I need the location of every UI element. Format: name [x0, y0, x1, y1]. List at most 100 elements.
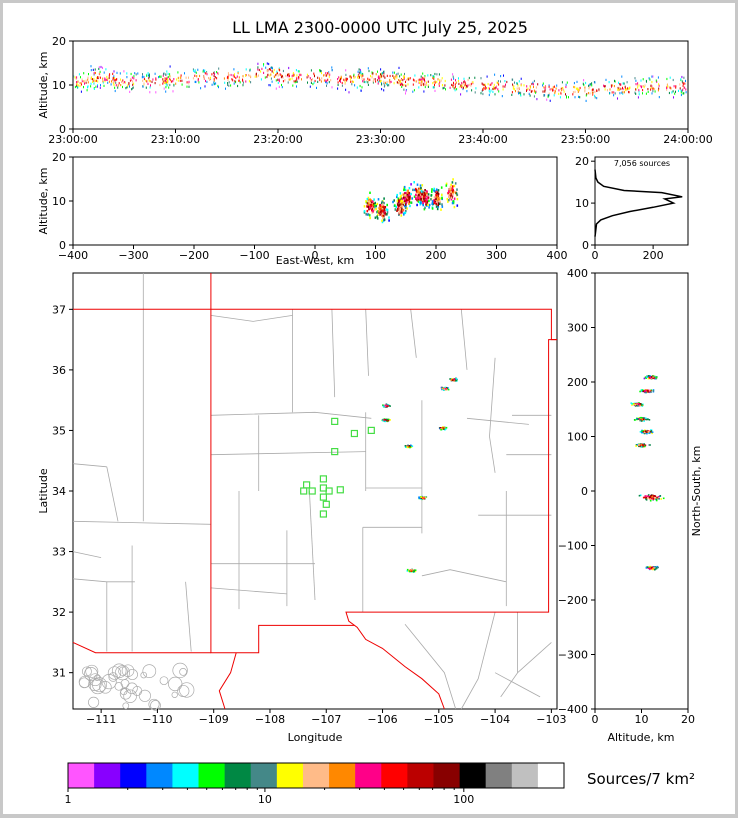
- source-mark: [439, 200, 441, 203]
- source-mark: [647, 567, 650, 569]
- source-mark: [584, 86, 586, 89]
- source-mark: [642, 418, 645, 420]
- source-mark: [543, 94, 545, 97]
- latitude-tick-label: 37: [52, 303, 66, 316]
- source-mark: [447, 200, 449, 203]
- source-mark: [530, 90, 532, 93]
- source-mark: [494, 73, 496, 76]
- source-mark: [124, 81, 126, 84]
- source-mark: [122, 81, 124, 84]
- source-mark: [382, 209, 384, 213]
- source-mark: [213, 72, 215, 75]
- source-mark: [645, 79, 647, 83]
- municipio-outline: [118, 666, 128, 677]
- altitude-tick-label: 10: [575, 197, 589, 210]
- east-west-tick-label: 200: [426, 249, 447, 262]
- source-mark: [90, 65, 92, 68]
- source-mark: [482, 83, 484, 86]
- source-mark: [421, 82, 423, 85]
- source-mark: [165, 73, 167, 76]
- source-mark: [353, 76, 355, 79]
- source-mark: [422, 201, 424, 205]
- source-mark: [170, 78, 171, 82]
- source-mark: [331, 66, 333, 69]
- source-mark: [439, 81, 441, 84]
- source-mark: [218, 67, 220, 70]
- source-mark: [497, 88, 499, 91]
- source-mark: [409, 446, 411, 449]
- source-mark: [102, 77, 104, 80]
- source-mark: [649, 376, 652, 379]
- source-mark: [460, 93, 462, 96]
- source-mark: [148, 79, 150, 82]
- source-mark: [93, 78, 95, 81]
- source-mark: [424, 189, 426, 192]
- source-mark: [340, 80, 341, 83]
- east-west-tick-label: 0: [312, 249, 319, 262]
- source-mark: [497, 82, 499, 85]
- source-mark: [159, 75, 161, 78]
- source-mark: [372, 80, 374, 83]
- source-mark: [380, 79, 382, 82]
- source-mark: [404, 206, 407, 210]
- source-mark: [377, 210, 380, 213]
- source-mark: [650, 376, 653, 378]
- municipio-outline: [108, 672, 118, 682]
- source-mark: [409, 570, 411, 573]
- source-mark: [403, 196, 405, 199]
- source-mark: [453, 77, 455, 80]
- colorbar-tick-label: 10: [258, 793, 272, 806]
- source-mark: [406, 191, 409, 194]
- source-mark: [328, 75, 330, 78]
- source-mark: [489, 91, 491, 94]
- colorbar-label: Sources/7 km²: [587, 770, 695, 788]
- altitude-tick-label: 10: [635, 713, 649, 726]
- source-mark: [306, 76, 308, 79]
- figure-frame: LL LMA 2300-0000 UTC July 25, 2025 7,056…: [3, 3, 735, 814]
- source-mark: [670, 87, 672, 90]
- source-mark: [269, 74, 271, 77]
- source-mark: [237, 72, 239, 75]
- source-mark: [413, 181, 415, 184]
- east-west-tick-label: −400: [58, 249, 88, 262]
- source-mark: [393, 71, 395, 74]
- source-mark: [636, 84, 638, 87]
- source-mark: [422, 197, 425, 200]
- east-west-panel: [72, 156, 558, 246]
- source-mark: [275, 79, 277, 82]
- source-mark: [382, 419, 384, 422]
- source-mark: [384, 206, 387, 209]
- source-mark: [365, 81, 367, 84]
- source-mark: [463, 77, 465, 80]
- source-mark: [374, 201, 376, 205]
- source-mark: [168, 86, 170, 89]
- source-mark: [426, 195, 429, 199]
- source-mark: [400, 210, 403, 213]
- source-mark: [268, 68, 270, 71]
- source-mark: [421, 184, 424, 187]
- source-mark: [403, 199, 406, 203]
- source-mark: [118, 82, 120, 85]
- source-mark: [384, 81, 386, 84]
- source-mark: [455, 79, 456, 82]
- source-mark: [587, 92, 589, 95]
- source-mark: [453, 197, 456, 200]
- source-mark: [447, 387, 449, 389]
- source-mark: [474, 91, 476, 94]
- source-mark: [554, 92, 556, 95]
- source-mark: [573, 85, 575, 89]
- source-mark: [113, 70, 115, 73]
- histogram-profile: [594, 169, 683, 237]
- source-mark: [359, 68, 361, 72]
- source-mark: [93, 79, 95, 82]
- source-mark: [383, 89, 385, 92]
- source-mark: [194, 70, 196, 73]
- source-mark: [411, 445, 414, 447]
- station-marker: [331, 448, 339, 456]
- source-mark: [528, 92, 530, 95]
- source-mark: [643, 86, 645, 89]
- source-mark: [384, 84, 386, 87]
- source-mark: [382, 216, 384, 220]
- source-mark: [98, 66, 100, 69]
- source-mark: [617, 86, 619, 90]
